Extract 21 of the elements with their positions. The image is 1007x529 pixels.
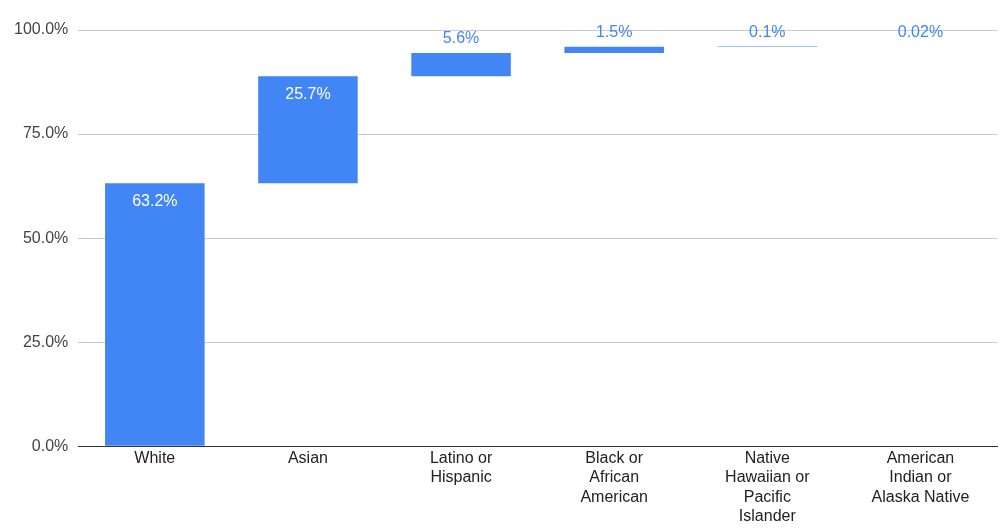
bar <box>564 46 664 53</box>
bar <box>105 183 205 446</box>
data-label: 1.5% <box>595 23 633 41</box>
y-tick-label: 50.0% <box>22 228 69 246</box>
data-label: 0.02% <box>897 22 944 40</box>
x-tick-label: Native Hawaiian or Pacific Islander <box>725 449 811 524</box>
y-tick-label: 100.0% <box>14 20 69 38</box>
x-tick-label: Latino or Hispanic <box>429 449 493 486</box>
y-tick-label: 75.0% <box>22 124 69 142</box>
x-tick-label: American Indian or Alaska Native <box>871 449 970 505</box>
x-tick-label: Black or African American <box>580 449 648 505</box>
data-label: 25.7% <box>285 84 331 102</box>
data-label: 63.2% <box>132 191 178 209</box>
bar <box>411 52 511 77</box>
x-tick-label: Asian <box>287 449 328 467</box>
data-label: 0.1% <box>749 22 786 40</box>
data-label: 5.6% <box>442 29 480 47</box>
x-tick-label: White <box>134 449 176 467</box>
y-tick-label: 25.0% <box>22 332 69 350</box>
bar <box>258 76 358 184</box>
y-tick-label: 0.0% <box>31 436 69 454</box>
